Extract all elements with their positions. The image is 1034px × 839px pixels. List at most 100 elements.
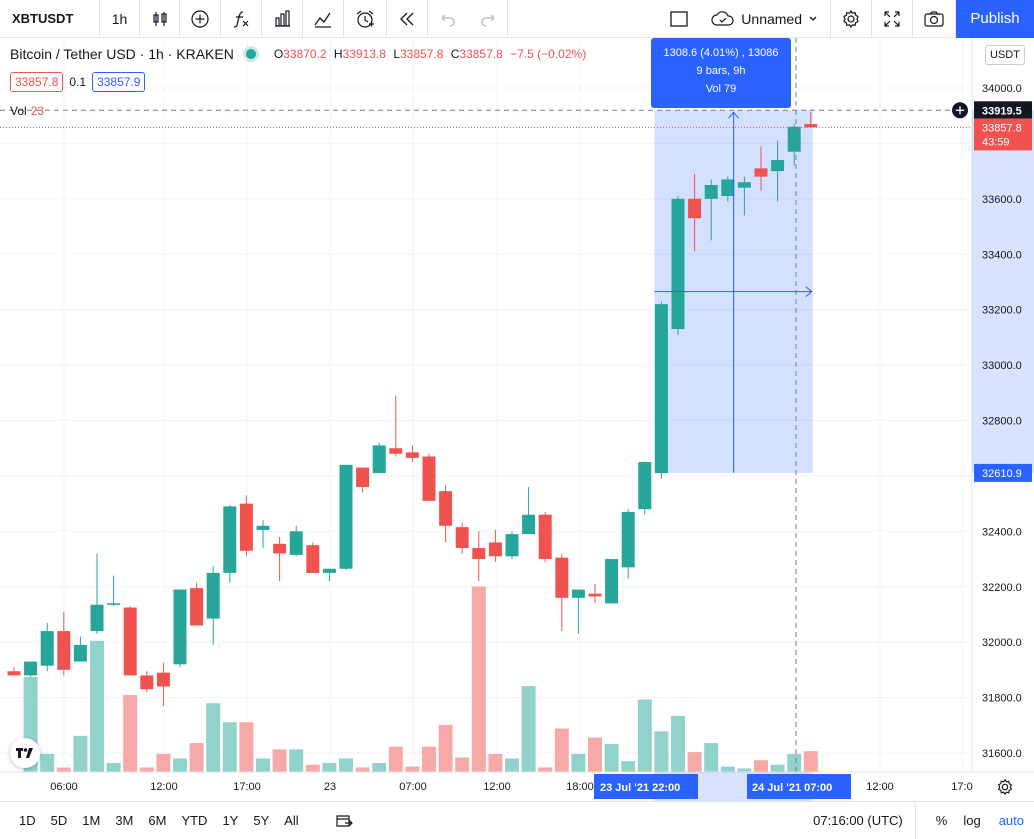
- layout-name-label: Unnamed: [741, 10, 802, 27]
- candle-body-36: [605, 559, 619, 604]
- volume-bar-22: [372, 762, 387, 772]
- candles-style-button[interactable]: [140, 0, 180, 38]
- snapshot-button[interactable]: [913, 0, 956, 38]
- range-button-5y[interactable]: 5Y: [253, 813, 270, 828]
- measure-price-change: 1308.6 (4.01%) , 13086: [663, 47, 779, 59]
- candle-body-32: [538, 514, 552, 560]
- top-toolbar: XBTUSDT 1h Unnamed Publish: [0, 0, 1034, 38]
- candle-body-23: [389, 448, 403, 454]
- axis-settings-icon[interactable]: [996, 778, 1014, 796]
- publish-button[interactable]: Publish: [956, 0, 1034, 38]
- measure-low-label: 32610.9: [982, 468, 1022, 480]
- price-tick-label: 33600.0: [982, 194, 1022, 206]
- range-button-1d[interactable]: 1D: [19, 813, 36, 828]
- candle-body-24: [405, 452, 419, 458]
- range-button-all[interactable]: All: [284, 813, 299, 828]
- volume-bar-27: [455, 757, 470, 772]
- fullscreen-button[interactable]: [872, 0, 913, 38]
- square-icon: [670, 10, 688, 27]
- add-alert-plus-icon[interactable]: [952, 102, 968, 119]
- crosshair-price-label: 33919.5: [982, 105, 1022, 117]
- candle-body-12: [206, 572, 220, 619]
- volume-bar-10: [173, 758, 187, 772]
- price-tick-label: 31800.0: [982, 693, 1022, 705]
- candlesticks: [7, 111, 818, 706]
- range-button-5d[interactable]: 5D: [50, 813, 68, 828]
- redo-button[interactable]: [468, 0, 508, 38]
- low-label: L: [393, 47, 400, 61]
- volume-bar-24: [405, 766, 420, 772]
- range-button-ytd[interactable]: YTD: [181, 813, 208, 828]
- bars-chart-icon: [275, 9, 290, 27]
- volume-bar-45: [754, 760, 768, 772]
- auto-scale-toggle[interactable]: auto: [998, 813, 1024, 828]
- volume-bar-17: [289, 749, 304, 772]
- gear-icon: [843, 9, 859, 28]
- candle-body-31: [522, 514, 536, 535]
- function-icon: [233, 10, 249, 28]
- layout-name-button[interactable]: Unnamed: [699, 0, 831, 38]
- candle-body-6: [107, 603, 121, 605]
- templates-button[interactable]: [262, 0, 303, 38]
- time-tick-label: 23: [324, 781, 336, 793]
- range-button-1y[interactable]: 1Y: [222, 813, 239, 828]
- time-range-end-bg: [747, 774, 851, 799]
- candle-body-7: [123, 607, 137, 676]
- volume-bar-8: [139, 767, 154, 772]
- timezone-clock[interactable]: 07:16:00 (UTC): [801, 801, 916, 839]
- open-value: 33870.2: [283, 47, 327, 61]
- market-status-icon[interactable]: [245, 49, 256, 59]
- countdown-label: 43:59: [982, 136, 1010, 148]
- price-chart[interactable]: 34000.033800.033600.033400.033200.033000…: [0, 38, 1034, 801]
- camera-icon: [924, 10, 944, 27]
- time-tick-label: 12:00: [483, 781, 511, 793]
- volume-bar-4: [73, 735, 88, 772]
- volume-bar-26: [438, 724, 453, 772]
- goto-date-icon[interactable]: [335, 813, 353, 829]
- log-toggle[interactable]: log: [963, 813, 981, 828]
- low-value: 33857.8: [400, 47, 444, 61]
- interval-button[interactable]: 1h: [100, 0, 140, 38]
- fullscreen-toggle-button[interactable]: [659, 0, 699, 38]
- range-button-3m[interactable]: 3M: [115, 813, 134, 828]
- price-tick-label: 32800.0: [982, 416, 1022, 428]
- time-range-end-label: 24 Jul '21 07:00: [752, 782, 832, 794]
- tradingview-logo-icon: [16, 748, 33, 758]
- bid-price[interactable]: 33857.8: [10, 72, 64, 92]
- price-tick-label: 31600.0: [982, 748, 1022, 760]
- tradingview-logo[interactable]: [10, 738, 40, 768]
- indicators-button[interactable]: [221, 0, 262, 38]
- volume-bar-32: [538, 767, 553, 772]
- candle-body-20: [339, 464, 353, 569]
- time-axis: 06:00 12:00 17:00 23 07:00 12:00 18:00 12:00 17:…: [0, 771, 1034, 801]
- ask-price[interactable]: 33857.9: [92, 72, 146, 92]
- time-tick-label: 17:00: [233, 781, 261, 793]
- symbol-search-button[interactable]: XBTUSDT: [0, 0, 100, 38]
- range-button-1m[interactable]: 1M: [82, 813, 101, 828]
- candle-body-40: [671, 198, 685, 330]
- volume-bar-29: [488, 753, 503, 772]
- currency-badge[interactable]: USDT: [985, 45, 1025, 65]
- candle-body-0: [7, 671, 21, 676]
- price-tick-label: 32200.0: [982, 582, 1022, 594]
- symbol-title[interactable]: Bitcoin / Tether USD · 1h · KRAKEN: [10, 46, 234, 62]
- last-price-bg: [974, 118, 1032, 151]
- undo-button[interactable]: [428, 0, 468, 38]
- range-button-6m[interactable]: 6M: [148, 813, 167, 828]
- compare-button[interactable]: [180, 0, 221, 38]
- volume-bar-6: [106, 762, 121, 772]
- time-range-start-label: 23 Jul '21 22:00: [600, 782, 680, 794]
- alert-button[interactable]: [344, 0, 387, 38]
- candle-body-46: [771, 160, 785, 172]
- last-price-label: 33857.8: [982, 122, 1022, 134]
- replay-button[interactable]: [387, 0, 428, 38]
- volume-bar-5: [90, 640, 104, 772]
- ohlc-values: O33870.2 H33913.8 L33857.8 C33857.8 −7.5…: [274, 47, 590, 61]
- volume-legend[interactable]: Vol 23: [10, 104, 44, 118]
- percent-toggle[interactable]: %: [935, 813, 948, 828]
- chart-settings-button[interactable]: [831, 0, 872, 38]
- candle-body-16: [273, 543, 287, 554]
- indicator-templates-button[interactable]: [303, 0, 344, 38]
- candle-body-2: [40, 631, 54, 666]
- volume-bar-46: [770, 764, 785, 772]
